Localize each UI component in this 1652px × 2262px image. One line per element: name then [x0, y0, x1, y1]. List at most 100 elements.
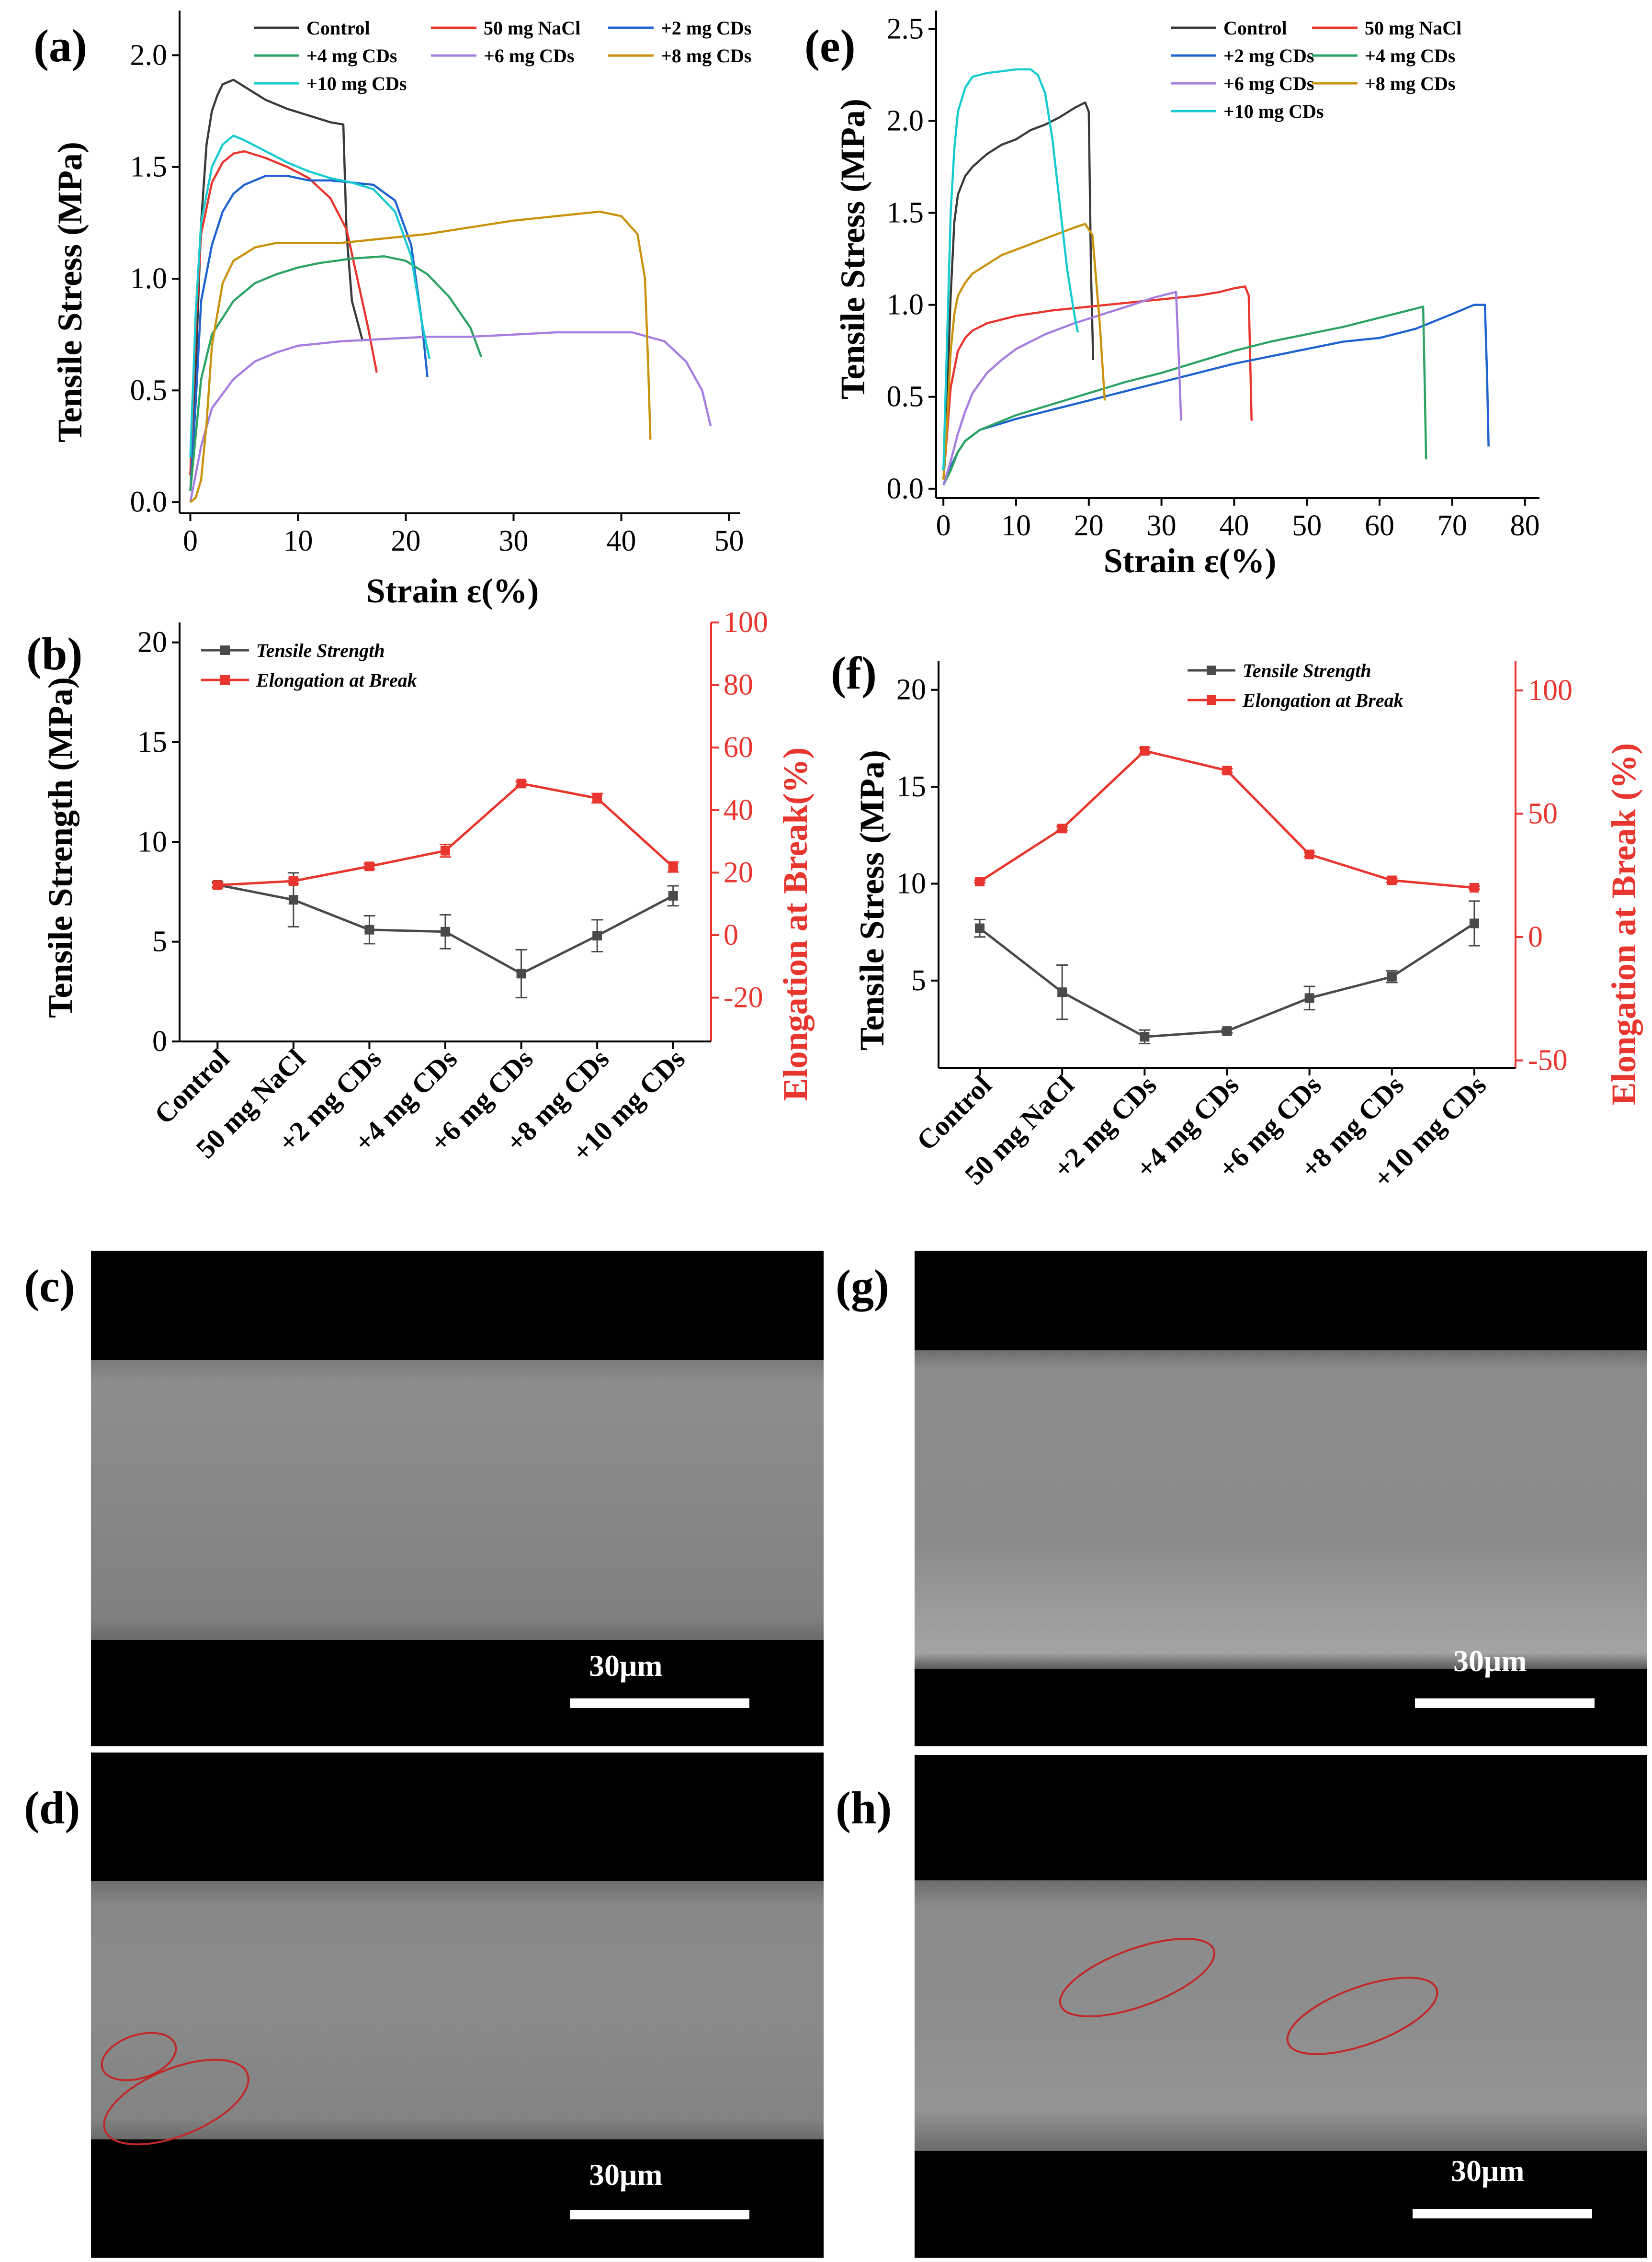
x-tick-label-a: 40 [607, 525, 636, 557]
series-line-a-8-mg-cds [190, 210, 652, 503]
scale-bar-g [1415, 1698, 1595, 1708]
y-tick-label-e: 0.5 [887, 381, 924, 413]
data-point-f-tensile-strength [1387, 972, 1397, 982]
legend-label-b-tensile-strength: Tensile Strength [256, 640, 385, 661]
series-line-e-2-mg-cds [942, 304, 1490, 486]
y2label-b: Elongation at Break(%) [776, 747, 815, 1101]
data-point-f-elongation-at-break [1057, 824, 1067, 834]
sem-image-c: 30μm [91, 1251, 824, 1746]
series-line-e-6-mg-cds [942, 291, 1182, 486]
highlight-ellipse-h2 [1286, 1977, 1438, 2055]
fiber-surface-h [915, 1880, 1647, 2151]
y-tick-label-a: 1.0 [130, 262, 168, 295]
series-line-a-4-mg-cds [189, 255, 483, 491]
series-line-a-2-mg-cds [189, 175, 429, 491]
legend-label-a-control: Control [306, 17, 370, 39]
data-point-f-tensile-strength [1057, 987, 1067, 997]
panel-label-h: (h) [836, 1782, 892, 1833]
y-tick-label-e: 1.0 [887, 289, 924, 321]
series-line-a-control [189, 79, 364, 475]
series-line-f-tensile-strength [979, 922, 1475, 1038]
legend-label-f-elongation-at-break: Elongation at Break [1242, 690, 1403, 711]
y-tick-label-b: 0 [152, 1025, 167, 1058]
series-line-b-elongation-at-break [217, 782, 674, 886]
series-line-e-8-mg-cds [942, 223, 1106, 480]
chart-e: 0 10 20 30 40 50 60 70 80 0.0 0.5 1.0 1.5 2.0 2.5 Contr… [834, 11, 1540, 580]
y2-tick-label-f: 50 [1528, 797, 1558, 830]
ylabel-a: Tensile Stress (MPa) [51, 142, 89, 442]
plot-area-e: 0 10 20 30 40 50 60 70 80 0.0 0.5 1.0 1.5 2.0 2.5 Contr… [887, 11, 1540, 542]
panel-label-f: (f) [831, 647, 877, 699]
panel-label-g: (g) [836, 1260, 889, 1312]
x-tick-label-e: 30 [1147, 509, 1177, 542]
y-tick-label-b: 20 [137, 626, 167, 659]
y2-tick-label-f: -50 [1528, 1044, 1568, 1077]
ylabel-e: Tensile Stress (MPa) [834, 99, 872, 399]
data-point-f-tensile-strength [975, 923, 985, 933]
x-tick-label-a: 20 [391, 525, 421, 557]
data-point-b-tensile-strength [364, 925, 374, 935]
legend-marker-f-tensile-strength [1207, 666, 1216, 675]
series-line-e-control [942, 101, 1095, 471]
data-point-b-elongation-at-break [668, 862, 678, 872]
data-point-b-tensile-strength [441, 927, 450, 937]
y2-tick-label-b: 0 [724, 919, 738, 951]
legend-label-a-50-mg-nacl: 50 mg NaCl [484, 17, 580, 39]
y-tick-label-f: 5 [911, 964, 926, 997]
y-tick-label-f: 10 [896, 867, 926, 900]
x-tick-label-a: 30 [499, 525, 529, 557]
x-tick-label-a: 0 [183, 525, 198, 557]
data-point-b-elongation-at-break [592, 793, 602, 803]
scale-label-h: 30μm [1451, 2154, 1525, 2188]
y2-tick-label-b: -20 [724, 982, 763, 1014]
legend-label-e-8-mg-cds: +8 mg CDs [1365, 73, 1455, 94]
y-tick-label-f: 15 [896, 770, 926, 803]
scale-bar-d [570, 2210, 749, 2219]
data-point-f-tensile-strength [1222, 1026, 1232, 1036]
series-line-a-10-mg-cds [189, 135, 431, 458]
data-point-b-tensile-strength [516, 969, 526, 979]
legend-label-a-10-mg-cds: +10 mg CDs [306, 73, 407, 94]
ylabel-f: Tensile Stress (MPa) [853, 750, 891, 1051]
x-tick-label-e: 60 [1365, 509, 1394, 542]
fiber-surface-c [91, 1360, 824, 1640]
data-point-f-elongation-at-break [1387, 875, 1397, 885]
x-tick-label-e: 0 [936, 509, 951, 542]
scale-label-g: 30μm [1453, 1644, 1527, 1678]
fiber-surface-g [915, 1350, 1647, 1669]
ylabel-b: Tensile Strength (MPa) [41, 677, 79, 1018]
y-tick-label-e: 2.0 [887, 104, 924, 137]
sem-image-g: 30μm [915, 1251, 1647, 1746]
highlight-ellipse-h1 [1059, 1938, 1216, 2017]
y-tick-label-b: 15 [137, 726, 167, 758]
legend-label-b-elongation-at-break: Elongation at Break [256, 669, 417, 691]
scale-bar-c [570, 1698, 749, 1708]
data-point-f-elongation-at-break [1304, 849, 1314, 860]
y-tick-label-b: 5 [152, 926, 167, 958]
y-tick-label-a: 2.0 [130, 39, 168, 71]
panel-label-a: (a) [34, 20, 87, 71]
y-tick-label-e: 1.5 [887, 197, 924, 229]
y2-tick-label-b: 40 [724, 794, 753, 826]
legend-label-e-control: Control [1223, 17, 1287, 39]
data-point-b-tensile-strength [668, 891, 678, 901]
panel-label-b: (b) [26, 628, 83, 679]
highlight-ellipse-d1 [101, 2032, 177, 2081]
x-tick-label-e: 50 [1292, 509, 1322, 542]
data-point-f-tensile-strength [1140, 1032, 1150, 1042]
y-tick-label-b: 10 [137, 826, 167, 858]
xlabel-a: Strain ε(%) [366, 572, 539, 610]
y2-tick-label-b: 100 [724, 608, 768, 639]
x-tick-label-a: 10 [283, 525, 313, 557]
panel-label-e: (e) [804, 20, 856, 71]
data-point-b-tensile-strength [592, 931, 602, 941]
legend-label-e-4-mg-cds: +4 mg CDs [1365, 45, 1455, 67]
scale-label-d: 30μm [589, 2158, 663, 2192]
series-line-e-10-mg-cds [942, 68, 1079, 471]
fiber-surface-d [91, 1881, 824, 2139]
plot-area-a: 0 10 20 30 40 50 0.0 0.5 1.0 1.5 2.0 Control 50 mg N… [130, 11, 751, 557]
data-point-b-elongation-at-break [288, 876, 298, 886]
